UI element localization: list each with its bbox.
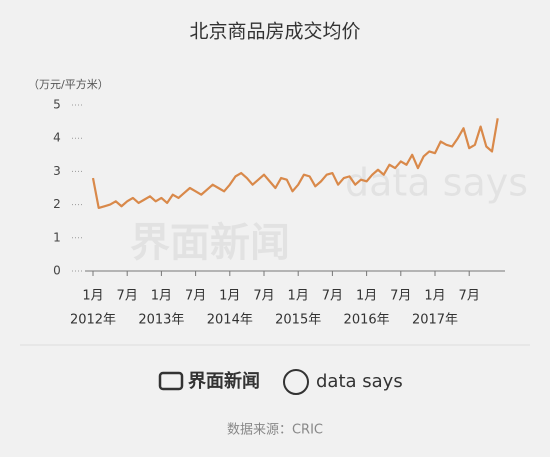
x-tick-label: 1月 xyxy=(151,289,172,304)
brand: 界面新闻 xyxy=(188,370,260,392)
x-tick-label: 1月 xyxy=(82,289,103,304)
chart-title: 北京商品房成交均价 xyxy=(189,21,360,43)
x-tick-label: 7月 xyxy=(117,289,138,304)
watermark: 界面新闻 xyxy=(130,220,290,266)
x-tick-label: 7月 xyxy=(322,289,343,304)
y-tick-label: 1 xyxy=(53,230,61,244)
x-tick-label: 1月 xyxy=(219,289,240,304)
year-label: 2016年 xyxy=(344,313,390,328)
brand-icon xyxy=(158,371,184,391)
year-label: 2015年 xyxy=(275,313,321,328)
brand2: data says xyxy=(316,371,403,392)
y-tick-label: 5 xyxy=(53,98,61,112)
x-tick-label: 1月 xyxy=(356,289,377,304)
x-tick-label: 7月 xyxy=(459,289,480,304)
year-label: 2017年 xyxy=(412,313,458,328)
year-label: 2013年 xyxy=(138,313,184,328)
x-tick-label: 1月 xyxy=(424,289,445,304)
x-tick-label: 7月 xyxy=(185,289,206,304)
y-tick-label: 0 xyxy=(53,264,61,278)
x-tick-label: 1月 xyxy=(288,289,309,304)
y-tick-label: 2 xyxy=(53,197,61,211)
brand-icon xyxy=(283,369,309,395)
y-tick-label: 4 xyxy=(53,131,61,145)
source: 数据来源：CRIC xyxy=(227,423,323,438)
x-tick-label: 7月 xyxy=(253,289,274,304)
year-label: 2014年 xyxy=(207,313,253,328)
x-tick-label: 7月 xyxy=(390,289,411,304)
y-tick-label: 3 xyxy=(53,164,61,178)
watermark: data says xyxy=(345,161,528,205)
line xyxy=(91,118,499,210)
y-axis-label: （万元/平方米） xyxy=(28,77,109,91)
year-label: 2012年 xyxy=(70,313,116,328)
